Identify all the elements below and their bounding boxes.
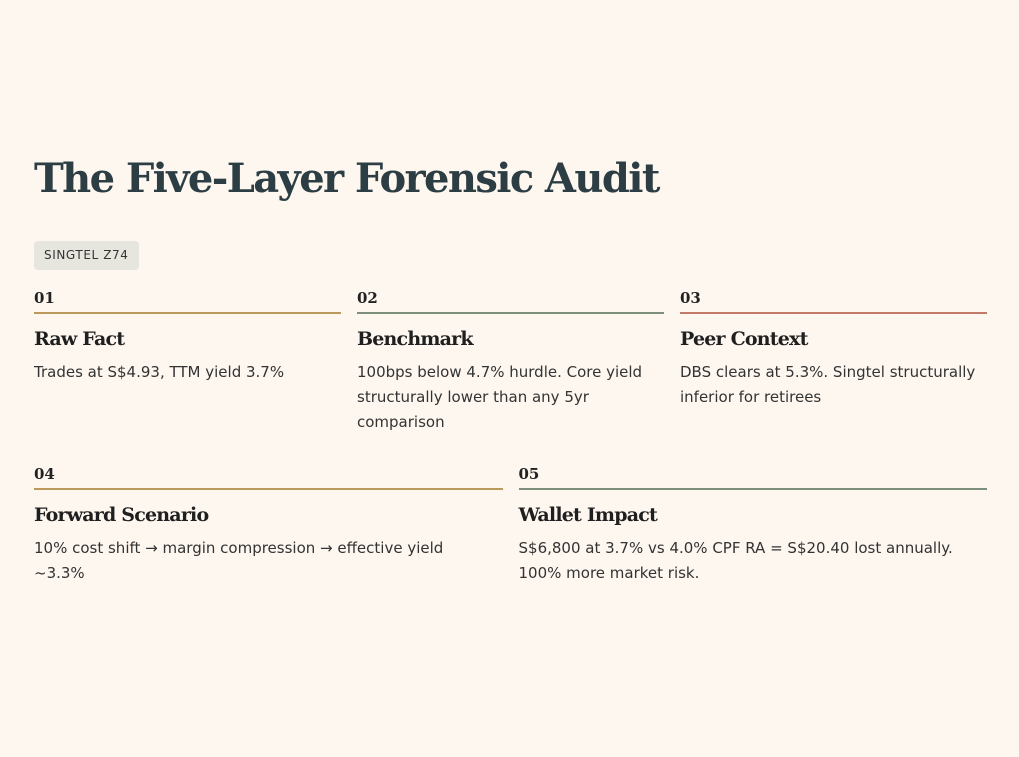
layer-text: Trades at S$4.93, TTM yield 3.7% bbox=[34, 363, 285, 381]
layer-number: 05 bbox=[518, 464, 987, 490]
layer-heading: Wallet Impact bbox=[518, 504, 658, 526]
layer-row-bottom: 04 Forward Scenario 10% cost shift → mar… bbox=[34, 464, 987, 586]
layer-number: 02 bbox=[357, 288, 664, 314]
layer-card-forward-scenario: 04 Forward Scenario 10% cost shift → mar… bbox=[34, 464, 503, 586]
layer-card-peer-context: 03 Peer Context DBS clears at 5.3%. Sing… bbox=[680, 288, 987, 435]
layer-text: 100bps below 4.7% hurdle. Core yield str… bbox=[357, 363, 643, 431]
layer-number: 01 bbox=[34, 288, 341, 314]
ticker-tag: SINGTEL Z74 bbox=[34, 241, 139, 270]
layer-heading: Forward Scenario bbox=[34, 504, 209, 526]
layer-number: 03 bbox=[680, 288, 987, 314]
layer-number: 04 bbox=[34, 464, 503, 490]
layer-row-top: 01 Raw Fact Trades at S$4.93, TTM yield … bbox=[34, 288, 987, 435]
layer-text: DBS clears at 5.3%. Singtel structurally… bbox=[680, 363, 976, 406]
layer-card-raw-fact: 01 Raw Fact Trades at S$4.93, TTM yield … bbox=[34, 288, 341, 435]
layer-heading: Raw Fact bbox=[34, 328, 125, 350]
page-title: The Five-Layer Forensic Audit bbox=[34, 155, 660, 202]
layer-heading: Benchmark bbox=[357, 328, 474, 350]
layer-heading: Peer Context bbox=[680, 328, 808, 350]
layer-text: 10% cost shift → margin compression → ef… bbox=[34, 539, 444, 582]
layer-text: S$6,800 at 3.7% vs 4.0% CPF RA = S$20.40… bbox=[518, 539, 953, 582]
layer-card-benchmark: 02 Benchmark 100bps below 4.7% hurdle. C… bbox=[357, 288, 664, 435]
layer-card-wallet-impact: 05 Wallet Impact S$6,800 at 3.7% vs 4.0%… bbox=[518, 464, 987, 586]
